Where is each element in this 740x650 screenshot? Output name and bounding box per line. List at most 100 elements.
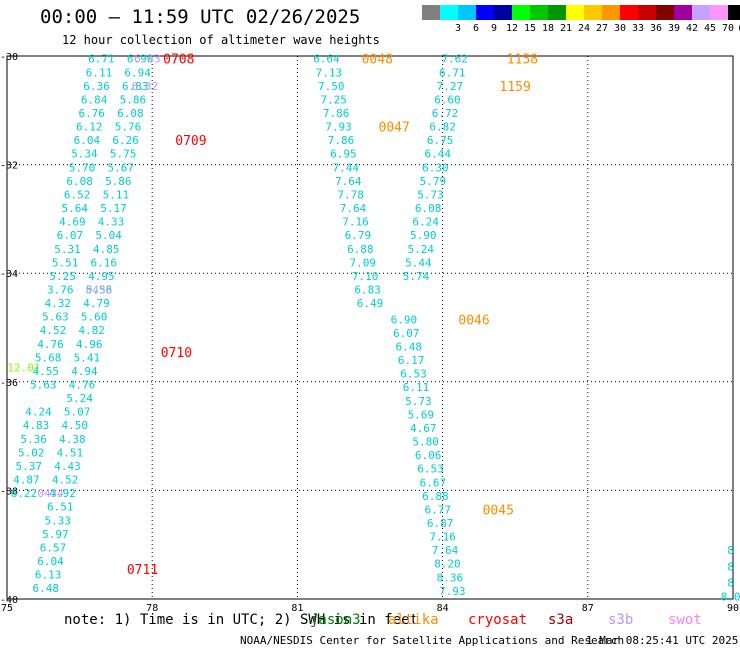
swh-value: 6.67: [420, 476, 447, 489]
swh-value: 6.43: [134, 53, 161, 66]
swh-value: 5.34: [71, 148, 98, 161]
legend-label: 6: [472, 23, 480, 34]
legend-swatch: [620, 5, 638, 20]
swh-value: 5.63: [30, 379, 57, 392]
swh-value: 5.02: [18, 446, 45, 459]
swh-value: 5.73: [417, 188, 444, 201]
legend-label: 21: [559, 23, 573, 34]
swh-value: 5.80: [412, 436, 439, 449]
swh-value: 5.17: [100, 202, 127, 215]
swh-value: 5.86: [120, 93, 147, 106]
swh-value: 6.44: [425, 148, 452, 161]
legend-label: 24: [577, 23, 591, 34]
swh-value: 7.86: [323, 107, 350, 120]
swh-value: 4.32: [45, 297, 72, 310]
swh-value: 4.92: [49, 487, 76, 500]
swh-value: 4.79: [83, 297, 110, 310]
lon-tick-label: 90: [727, 603, 739, 614]
lon-tick-label: 75: [1, 603, 13, 614]
swh-value: 4.52: [52, 474, 79, 487]
swh-value: 7.13: [316, 66, 343, 79]
swh-value: 6.57: [40, 541, 67, 554]
pass-time-label: 0047: [379, 121, 410, 136]
swh-value: 6.04: [37, 555, 64, 568]
swh-value: 4.87: [13, 474, 40, 487]
swh-value: 6.87: [427, 517, 454, 530]
legend-swatch: [494, 5, 512, 20]
swh-value: 7.64: [335, 175, 362, 188]
swh-value: 5.24: [408, 243, 435, 256]
swh-value: 8: [727, 544, 734, 557]
legend-label: 70: [721, 23, 735, 34]
pass-time-label: 0711: [127, 563, 158, 578]
swh-value: 6.13: [35, 569, 62, 582]
legend-swatch: [458, 5, 476, 20]
swh-value: 7.16: [429, 531, 456, 544]
swh-value: 6.11: [403, 381, 430, 394]
swh-value: 7.78: [337, 188, 364, 201]
swh-value: 6.71: [88, 53, 115, 66]
lat-tick-label: -34: [0, 269, 18, 280]
swh-value: 6.49: [357, 297, 384, 310]
satellite-jason3-label: jason3: [310, 612, 361, 628]
legend-label: 39: [667, 23, 681, 34]
swh-value: 7.09: [349, 256, 376, 269]
swh-value: 6.90: [391, 313, 418, 326]
swh-value: 4.55: [32, 365, 59, 378]
legend-swatch: [710, 5, 728, 20]
legend-swatch: [476, 5, 494, 20]
swh-value: 5.74: [403, 270, 430, 283]
satellite-swot-label: swot: [668, 612, 702, 628]
note-text: note: 1) Time is in UTC; 2) SWH is in fe…: [64, 612, 419, 628]
legend-swatch: [422, 5, 440, 20]
swh-value: 5.69: [408, 408, 435, 421]
swh-value: 8.0: [721, 590, 740, 603]
swh-value: 7.64: [432, 544, 459, 557]
swh-value: 6.71: [439, 66, 466, 79]
swh-value: 6.76: [78, 107, 105, 120]
swh-value: 5.63: [42, 311, 69, 324]
legend-label: 12: [505, 23, 519, 34]
swh-value: 6.48: [395, 341, 422, 354]
satellite-cryosat-label: cryosat: [468, 612, 528, 628]
swh-value: 6.24: [412, 216, 439, 229]
swh-value: 5.76: [115, 121, 142, 134]
lat-tick-label: -36: [0, 378, 18, 389]
swh-value: 7.64: [340, 202, 367, 215]
swh-value: 5.56: [86, 283, 113, 296]
swh-value: 5.67: [107, 161, 134, 174]
swh-value: 12.01: [7, 362, 40, 375]
swh-value: 4.76: [69, 379, 96, 392]
swh-value: 6.07: [57, 229, 84, 242]
swh-value: 4.38: [59, 433, 86, 446]
swh-value: 6.52: [64, 188, 91, 201]
lat-tick-label: -40: [0, 595, 18, 606]
lon-tick-label: 87: [582, 603, 594, 614]
legend-label: 3: [454, 23, 462, 34]
swh-value: 6.83: [354, 283, 381, 296]
swh-value: 6.08: [415, 202, 442, 215]
satellite-legend: jason3 altika cryosat s3a s3b swot: [310, 612, 730, 630]
legend-label: 30: [613, 23, 627, 34]
swh-value: 6.12: [76, 121, 103, 134]
swh-value: 5.70: [69, 161, 96, 174]
legend-swatch: [584, 5, 602, 20]
swh-value: 6.88: [422, 490, 449, 503]
swh-value: 6.16: [91, 256, 118, 269]
satellite-altika-label: altika: [388, 612, 439, 628]
swh-value: 6.64: [313, 53, 340, 66]
footer-credit: NOAA/NESDIS Center for Satellite Applica…: [240, 634, 625, 647]
pass-time-label: 0046: [458, 313, 489, 328]
swh-value: 6.08: [66, 175, 93, 188]
swh-value: 4.69: [59, 216, 86, 229]
pass-time-label: 1158: [507, 53, 538, 68]
swh-value: 4.51: [57, 446, 84, 459]
swh-value: 4.82: [78, 324, 105, 337]
swh-value: 5.68: [35, 351, 62, 364]
pass-time-label: 0048: [362, 53, 393, 68]
swh-value: 4.67: [410, 422, 437, 435]
swh-value: 6.17: [398, 354, 425, 367]
swh-value: 5.44: [405, 256, 432, 269]
swh-value: 5.79: [420, 175, 447, 188]
swh-value: 5.60: [81, 311, 108, 324]
